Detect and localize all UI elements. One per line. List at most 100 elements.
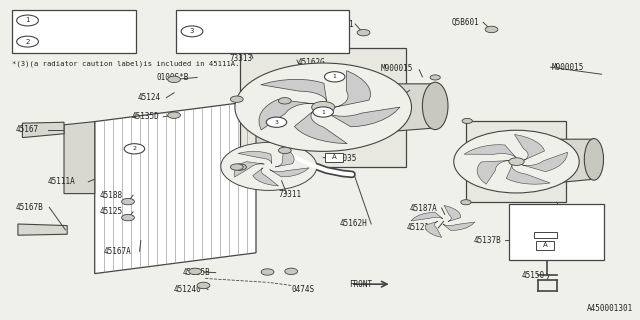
Text: 45167: 45167 — [16, 125, 39, 134]
Text: 45162G: 45162G — [298, 58, 325, 67]
Circle shape — [235, 63, 412, 151]
Polygon shape — [294, 111, 347, 144]
Text: 2: 2 — [26, 39, 29, 44]
Polygon shape — [466, 121, 566, 202]
Text: 45162H: 45162H — [339, 220, 367, 228]
Ellipse shape — [422, 82, 448, 130]
Circle shape — [197, 282, 210, 289]
FancyBboxPatch shape — [536, 241, 554, 250]
Polygon shape — [521, 152, 568, 172]
Polygon shape — [256, 101, 285, 173]
Polygon shape — [443, 222, 475, 230]
Text: *(3)(a radiator caution label)is included in 45111A.: *(3)(a radiator caution label)is include… — [12, 61, 239, 67]
Circle shape — [181, 26, 203, 37]
Polygon shape — [269, 168, 309, 177]
Polygon shape — [238, 151, 272, 164]
Circle shape — [261, 269, 274, 275]
Text: 45135B: 45135B — [182, 268, 210, 277]
Polygon shape — [275, 148, 294, 167]
Text: 1: 1 — [25, 18, 30, 23]
Text: 451240: 451240 — [174, 285, 202, 294]
Text: 45162A: 45162A — [531, 204, 559, 213]
Circle shape — [168, 76, 180, 83]
Polygon shape — [259, 100, 314, 130]
Text: 45187A: 45187A — [410, 204, 437, 212]
Text: 0100S*B: 0100S*B — [157, 73, 189, 82]
Polygon shape — [444, 205, 461, 221]
Circle shape — [122, 214, 134, 221]
Text: 45178: 45178 — [215, 37, 239, 46]
Circle shape — [454, 130, 579, 193]
Circle shape — [17, 15, 38, 26]
Polygon shape — [327, 107, 400, 127]
Text: Q5B601: Q5B601 — [451, 18, 479, 27]
Text: M900015: M900015 — [381, 64, 413, 73]
Circle shape — [234, 164, 246, 170]
Polygon shape — [22, 122, 64, 138]
Text: 45121: 45121 — [406, 223, 429, 232]
Circle shape — [285, 268, 298, 275]
Polygon shape — [95, 101, 256, 274]
Circle shape — [230, 164, 243, 170]
Circle shape — [509, 158, 524, 165]
Circle shape — [461, 200, 471, 205]
Text: 45187A: 45187A — [294, 84, 322, 93]
Polygon shape — [64, 122, 95, 194]
Text: FRONT: FRONT — [349, 280, 372, 289]
Polygon shape — [240, 48, 406, 167]
Polygon shape — [425, 221, 442, 237]
Circle shape — [278, 98, 291, 104]
Text: 73313: 73313 — [229, 54, 252, 63]
Text: Q5B601: Q5B601 — [326, 20, 354, 28]
Circle shape — [430, 75, 440, 80]
FancyBboxPatch shape — [325, 153, 343, 162]
Polygon shape — [560, 139, 594, 182]
Polygon shape — [18, 224, 67, 235]
Text: 45135D: 45135D — [131, 112, 159, 121]
Text: 45137D: 45137D — [50, 37, 80, 46]
Circle shape — [357, 29, 370, 36]
Text: 45167B: 45167B — [16, 203, 44, 212]
Polygon shape — [394, 84, 435, 131]
Text: FIG.036: FIG.036 — [314, 74, 346, 83]
FancyBboxPatch shape — [12, 10, 136, 53]
Polygon shape — [477, 161, 509, 184]
Text: 45167A: 45167A — [104, 247, 131, 256]
Text: 45150: 45150 — [522, 271, 545, 280]
Circle shape — [17, 36, 38, 47]
Text: M900015: M900015 — [552, 63, 584, 72]
Circle shape — [168, 112, 180, 118]
Text: 3: 3 — [275, 120, 278, 125]
Text: (0711->): (0711->) — [275, 37, 314, 46]
Polygon shape — [411, 212, 443, 221]
Text: (-0710): (-0710) — [275, 16, 309, 25]
Polygon shape — [515, 134, 545, 160]
Circle shape — [221, 142, 317, 190]
Circle shape — [278, 147, 291, 154]
Text: 73311: 73311 — [278, 190, 301, 199]
FancyBboxPatch shape — [509, 204, 604, 260]
Text: 2: 2 — [132, 146, 136, 151]
Polygon shape — [261, 79, 327, 102]
Circle shape — [313, 107, 333, 117]
Text: W170067: W170067 — [50, 16, 85, 25]
Text: 45131: 45131 — [378, 86, 401, 95]
Text: 45124: 45124 — [138, 93, 161, 102]
Circle shape — [122, 198, 134, 205]
Circle shape — [462, 118, 472, 124]
Text: 45111A: 45111A — [48, 177, 76, 186]
Text: A450001301: A450001301 — [588, 304, 634, 313]
Text: 3: 3 — [189, 28, 195, 34]
Circle shape — [266, 117, 287, 127]
Text: 45131: 45131 — [499, 133, 522, 142]
Circle shape — [230, 96, 243, 102]
Ellipse shape — [584, 139, 604, 180]
Polygon shape — [234, 162, 264, 177]
Text: 91612E: 91612E — [215, 16, 244, 25]
Text: 1: 1 — [321, 109, 325, 115]
Text: 45137B: 45137B — [474, 236, 501, 245]
Text: 45125: 45125 — [99, 207, 122, 216]
Circle shape — [312, 101, 335, 113]
Text: A: A — [543, 242, 548, 248]
Text: FIG.035: FIG.035 — [324, 154, 357, 163]
